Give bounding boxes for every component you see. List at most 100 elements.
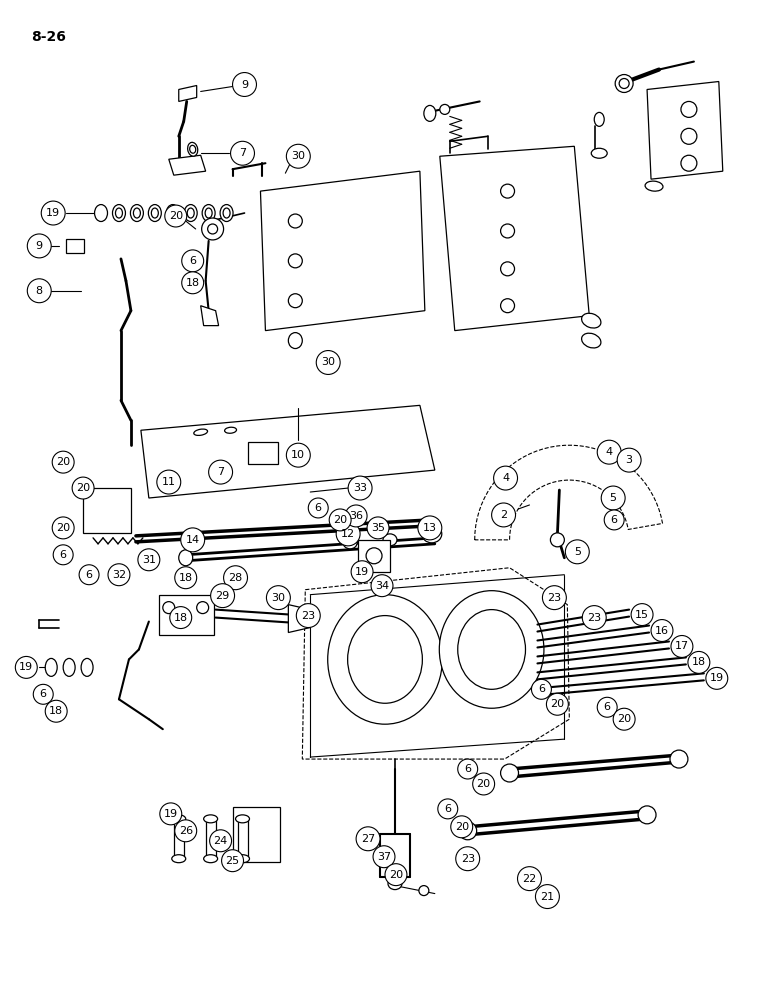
Ellipse shape	[151, 208, 158, 218]
Circle shape	[598, 697, 617, 717]
Text: 21: 21	[540, 892, 554, 902]
Polygon shape	[647, 82, 723, 179]
Ellipse shape	[46, 658, 57, 676]
Circle shape	[536, 885, 560, 909]
Circle shape	[451, 816, 472, 838]
Circle shape	[613, 708, 635, 730]
Ellipse shape	[327, 595, 442, 724]
Circle shape	[286, 443, 310, 467]
Polygon shape	[179, 85, 197, 101]
Text: 2: 2	[500, 510, 507, 520]
Text: 6: 6	[315, 503, 322, 513]
Text: 9: 9	[241, 80, 248, 90]
Circle shape	[210, 830, 232, 852]
Circle shape	[164, 205, 187, 227]
Bar	[205, 819, 215, 859]
Text: 18: 18	[49, 706, 63, 716]
Ellipse shape	[235, 815, 249, 823]
Ellipse shape	[205, 208, 212, 218]
Circle shape	[53, 545, 73, 565]
Text: 7: 7	[217, 467, 224, 477]
Text: 6: 6	[444, 804, 452, 814]
Circle shape	[296, 604, 320, 628]
Circle shape	[52, 451, 74, 473]
Text: 5: 5	[610, 493, 617, 503]
Ellipse shape	[223, 208, 230, 218]
Circle shape	[181, 272, 204, 294]
Circle shape	[170, 607, 191, 629]
Circle shape	[108, 564, 130, 586]
Bar	[238, 819, 248, 859]
Circle shape	[598, 440, 621, 464]
Text: 19: 19	[46, 208, 60, 218]
Circle shape	[181, 250, 204, 272]
Ellipse shape	[638, 806, 656, 824]
Ellipse shape	[179, 550, 193, 566]
Circle shape	[15, 656, 37, 678]
Polygon shape	[440, 146, 589, 331]
Text: 23: 23	[461, 854, 475, 864]
Bar	[174, 819, 184, 859]
Text: 5: 5	[574, 547, 581, 557]
Polygon shape	[475, 445, 662, 540]
Text: 37: 37	[377, 852, 391, 862]
Text: 25: 25	[225, 856, 239, 866]
Ellipse shape	[500, 262, 514, 276]
Circle shape	[438, 799, 458, 819]
Circle shape	[531, 679, 551, 699]
Text: 8: 8	[36, 286, 42, 296]
Bar	[159, 595, 214, 635]
Text: 27: 27	[361, 834, 375, 844]
Ellipse shape	[424, 105, 436, 121]
Text: 17: 17	[675, 641, 689, 651]
Bar	[232, 807, 280, 862]
Circle shape	[493, 466, 517, 490]
Text: 20: 20	[389, 870, 403, 880]
Circle shape	[651, 620, 673, 641]
Ellipse shape	[459, 822, 476, 840]
Circle shape	[582, 606, 606, 630]
Bar	[66, 239, 84, 253]
Text: 36: 36	[349, 511, 363, 521]
Ellipse shape	[204, 855, 218, 863]
Ellipse shape	[439, 591, 544, 708]
Text: 20: 20	[56, 523, 70, 533]
Ellipse shape	[289, 333, 303, 349]
Ellipse shape	[197, 602, 208, 614]
Ellipse shape	[344, 537, 357, 549]
Text: 16: 16	[655, 626, 669, 636]
Text: 20: 20	[76, 483, 90, 493]
Text: 7: 7	[239, 148, 246, 158]
Ellipse shape	[619, 79, 629, 88]
Text: 6: 6	[189, 256, 196, 266]
Text: 18: 18	[178, 573, 193, 583]
Circle shape	[232, 73, 256, 96]
Circle shape	[348, 476, 372, 500]
Ellipse shape	[681, 128, 697, 144]
Ellipse shape	[581, 333, 601, 348]
Circle shape	[266, 586, 290, 610]
Ellipse shape	[202, 205, 215, 222]
Text: 18: 18	[174, 613, 188, 623]
Polygon shape	[169, 155, 205, 175]
Circle shape	[308, 498, 328, 518]
Circle shape	[604, 510, 624, 530]
Ellipse shape	[204, 815, 218, 823]
Circle shape	[208, 460, 232, 484]
Ellipse shape	[163, 602, 174, 614]
Ellipse shape	[235, 855, 249, 863]
Ellipse shape	[81, 658, 93, 676]
Ellipse shape	[169, 208, 176, 218]
Ellipse shape	[500, 184, 514, 198]
Ellipse shape	[550, 533, 564, 547]
Ellipse shape	[220, 205, 233, 222]
Circle shape	[492, 503, 516, 527]
Circle shape	[317, 351, 340, 374]
Text: 20: 20	[56, 457, 70, 467]
Bar	[83, 488, 131, 533]
Circle shape	[455, 847, 479, 871]
Polygon shape	[260, 171, 425, 331]
Text: 20: 20	[333, 515, 347, 525]
Ellipse shape	[681, 101, 697, 117]
Circle shape	[547, 693, 568, 715]
